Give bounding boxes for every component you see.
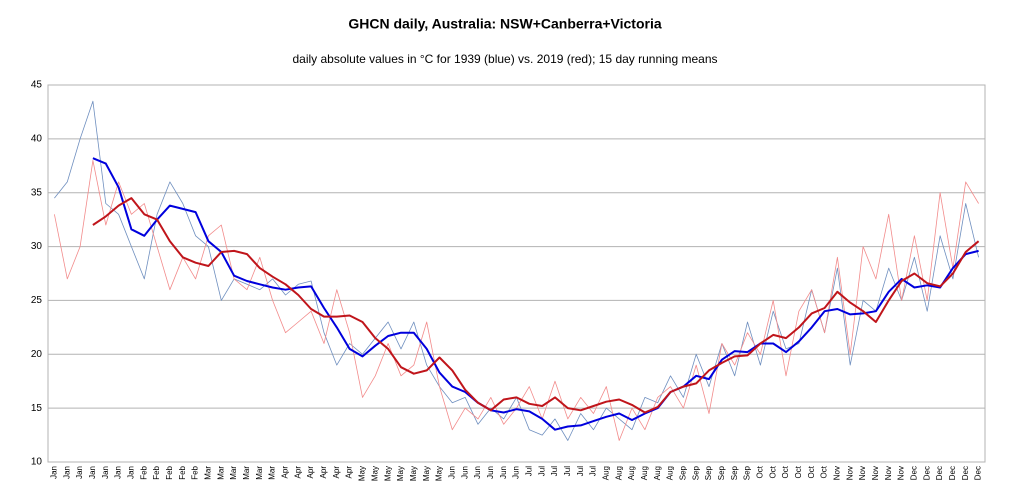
x-tick-label: Nov xyxy=(884,466,893,480)
x-tick-label: Nov xyxy=(871,466,880,480)
x-tick-label: Dec xyxy=(935,466,944,480)
y-tick-label: 45 xyxy=(31,80,43,91)
x-tick-label: Jun xyxy=(473,466,482,479)
x-tick-label: Apr xyxy=(332,466,341,479)
x-tick-label: Jul xyxy=(589,466,598,476)
line-series xyxy=(92,197,980,414)
x-tick-label: Nov xyxy=(832,466,841,480)
x-tick-label: Jan xyxy=(114,466,123,479)
x-tick-label: Jun xyxy=(460,466,469,479)
x-tick-label: Jan xyxy=(127,466,136,479)
y-tick-label: 10 xyxy=(31,457,43,468)
line-series xyxy=(92,157,979,431)
x-tick-label: Sep xyxy=(704,465,713,480)
x-tick-label: Jul xyxy=(524,466,533,476)
x-tick-label: Mar xyxy=(229,466,238,480)
line-series xyxy=(54,100,979,441)
x-tick-label: May xyxy=(396,466,405,481)
line-series xyxy=(54,160,979,441)
x-tick-label: Apr xyxy=(306,466,315,479)
x-tick-label: Jun xyxy=(512,466,521,479)
x-tick-label: Nov xyxy=(845,466,854,480)
y-tick-label: 25 xyxy=(31,295,43,306)
y-tick-label: 15 xyxy=(31,403,43,414)
x-tick-label: Feb xyxy=(191,465,200,479)
x-tick-label: Jul xyxy=(550,466,559,476)
x-tick-label: Jul xyxy=(576,466,585,476)
x-tick-label: Jan xyxy=(50,466,59,479)
x-tick-label: Jan xyxy=(101,466,110,479)
x-tick-label: Nov xyxy=(858,466,867,480)
x-tick-label: Mar xyxy=(255,466,264,480)
chart-title: GHCN daily, Australia: NSW+Canberra+Vict… xyxy=(348,16,661,32)
x-tick-label: Jan xyxy=(62,466,71,479)
x-tick-label: Mar xyxy=(242,466,251,480)
x-tick-label: May xyxy=(422,466,431,481)
x-tick-label: Jun xyxy=(447,466,456,479)
x-tick-label: Jan xyxy=(88,466,97,479)
plot-border xyxy=(47,84,986,463)
x-tick-label: Jan xyxy=(75,466,84,479)
x-tick-label: Apr xyxy=(281,466,290,479)
x-tick-label: Oct xyxy=(807,465,816,478)
x-tick-label: Oct xyxy=(794,465,803,478)
x-tick-label: Aug xyxy=(614,466,623,480)
x-tick-label: Apr xyxy=(345,466,354,479)
x-tick-label: May xyxy=(435,466,444,481)
x-tick-label: May xyxy=(370,466,379,481)
x-tick-label: Jun xyxy=(486,466,495,479)
x-tick-label: Dec xyxy=(961,466,970,480)
y-tick-label: 40 xyxy=(31,133,43,144)
x-tick-label: Feb xyxy=(165,465,174,479)
x-tick-label: Aug xyxy=(640,466,649,480)
x-tick-label: Dec xyxy=(974,466,983,480)
chart-subtitle: daily absolute values in °C for 1939 (bl… xyxy=(292,52,717,66)
x-tick-label: Apr xyxy=(293,466,302,479)
x-tick-label: Mar xyxy=(204,466,213,480)
x-tick-label: Jun xyxy=(499,466,508,479)
x-tick-label: Mar xyxy=(268,466,277,480)
x-tick-label: Jul xyxy=(537,466,546,476)
x-tick-label: Feb xyxy=(152,465,161,479)
x-tick-label: May xyxy=(383,466,392,481)
x-tick-label: Dec xyxy=(948,466,957,480)
x-tick-label: Feb xyxy=(178,465,187,479)
x-tick-label: Oct xyxy=(820,465,829,478)
x-tick-label: Jul xyxy=(563,466,572,476)
x-tick-label: Sep xyxy=(691,465,700,480)
x-tick-label: Mar xyxy=(216,466,225,480)
x-tick-label: Aug xyxy=(653,466,662,480)
y-tick-label: 35 xyxy=(31,187,43,198)
x-tick-label: Dec xyxy=(910,466,919,480)
x-tick-label: Sep xyxy=(678,465,687,480)
x-tick-label: Nov xyxy=(897,466,906,480)
x-tick-label: Apr xyxy=(319,466,328,479)
x-tick-label: Oct xyxy=(781,465,790,478)
y-tick-label: 30 xyxy=(31,241,43,252)
x-tick-label: Sep xyxy=(743,465,752,480)
x-tick-label: Feb xyxy=(139,465,148,479)
x-tick-label: Aug xyxy=(601,466,610,480)
x-tick-label: Oct xyxy=(755,465,764,478)
x-tick-label: May xyxy=(409,466,418,481)
x-tick-label: Aug xyxy=(627,466,636,480)
x-tick-label: May xyxy=(358,466,367,481)
y-tick-label: 20 xyxy=(31,349,43,360)
x-tick-label: Aug xyxy=(666,466,675,480)
x-tick-label: Oct xyxy=(768,465,777,478)
x-tick-label: Sep xyxy=(717,465,726,480)
x-tick-label: Dec xyxy=(922,466,931,480)
x-tick-label: Sep xyxy=(730,465,739,480)
